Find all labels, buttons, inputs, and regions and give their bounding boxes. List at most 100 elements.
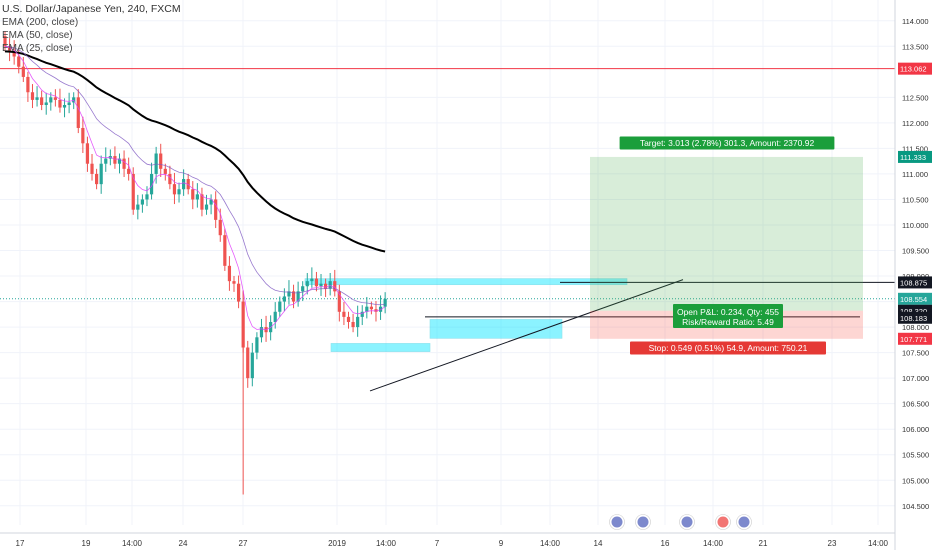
flag-icon-fill [637, 516, 649, 528]
candle [81, 127, 85, 144]
price-label: 107.771 [900, 335, 927, 344]
y-tick-label: 106.000 [902, 425, 929, 434]
candle [182, 179, 186, 190]
stop-label-text: Stop: 0.549 (0.51%) 54.9, Amount: 750.21 [649, 343, 808, 353]
price-label-bg [898, 276, 932, 289]
candle [218, 219, 222, 236]
candle [250, 352, 254, 379]
price-label: 108.875 [900, 278, 927, 287]
economic-events [609, 514, 752, 530]
ratio-text: Risk/Reward Ratio: 5.49 [682, 317, 774, 327]
candle [67, 102, 71, 106]
ema-50-label[interactable]: EMA (50, close) [2, 30, 73, 41]
y-tick-label: 105.000 [902, 476, 929, 485]
target-label-bg [619, 136, 835, 150]
x-tick-label: 14:00 [540, 539, 561, 548]
y-tick-label: 107.500 [902, 349, 929, 358]
candle [204, 204, 209, 210]
candle [356, 316, 360, 328]
y-tick-label: 104.500 [902, 502, 929, 511]
candle [365, 306, 369, 312]
support-resistance-zones [304, 278, 628, 352]
drawings [369, 279, 860, 392]
candle [378, 306, 383, 312]
support-zone-left [330, 343, 431, 352]
candle [291, 291, 296, 302]
candle [40, 97, 44, 106]
x-tick-label: 17 [16, 539, 25, 548]
y-tick-label: 112.000 [902, 119, 929, 128]
support-zone-right [429, 319, 563, 339]
ema-25-label[interactable]: EMA (25, close) [2, 43, 73, 54]
candle [26, 76, 30, 93]
candle [117, 158, 122, 164]
price-label-bg [898, 150, 932, 163]
position-tool[interactable]: Target: 3.013 (2.78%) 301.3, Amount: 237… [590, 136, 863, 355]
candle [104, 158, 108, 164]
candle [99, 163, 103, 185]
candle [342, 311, 346, 317]
y-tick-label: 106.500 [902, 400, 929, 409]
candle [44, 102, 48, 106]
candle [131, 173, 135, 210]
candle [58, 99, 62, 108]
y-tick-label: 113.500 [902, 42, 929, 51]
candle [30, 92, 35, 100]
candle [49, 97, 53, 103]
chart-title: U.S. Dollar/Japanese Yen, 240, FXCM [2, 3, 181, 15]
stop-label-bg [630, 341, 826, 355]
y-tick-label: 114.000 [902, 17, 929, 26]
y-tick-label: 107.000 [902, 374, 929, 383]
price-label: 108.320 [900, 307, 927, 316]
candle [200, 194, 204, 210]
candle [369, 306, 373, 310]
candle [113, 156, 117, 164]
ema-50-line [4, 45, 386, 306]
flag-icon-fill [611, 516, 623, 528]
x-tick-label: 2019 [328, 539, 346, 548]
y-tick-label: 111.500 [902, 144, 928, 153]
candle [140, 199, 144, 205]
ema-200-line [4, 50, 386, 253]
x-tick-label: 14:00 [868, 539, 889, 548]
price-label: 108.183 [900, 314, 927, 323]
x-tick-label: 19 [82, 539, 91, 548]
chart-legend: U.S. Dollar/Japanese Yen, 240, FXCM EMA … [2, 3, 181, 55]
ema-lines [4, 45, 386, 331]
x-tick-label: 21 [759, 539, 768, 548]
candle [191, 189, 195, 200]
ema-25-line [4, 45, 386, 331]
candle [273, 311, 277, 322]
candle [127, 168, 131, 174]
candle [232, 281, 236, 284]
candle [136, 204, 140, 210]
candle [328, 281, 332, 289]
candle [236, 283, 241, 302]
candle [310, 278, 314, 282]
candle [324, 283, 328, 289]
flag-icon-fill [681, 516, 693, 528]
price-label-bg [898, 62, 932, 75]
candle [314, 278, 319, 287]
horizontal-lines [0, 68, 895, 300]
x-tick-label: 24 [179, 539, 188, 548]
x-tick-label: 23 [828, 539, 837, 548]
candle [149, 173, 154, 195]
candle [246, 347, 250, 379]
price-label: 108.554 [900, 295, 927, 304]
candle [3, 36, 7, 47]
candle [214, 199, 218, 220]
ema-200-label[interactable]: EMA (200, close) [2, 17, 79, 28]
y-tick-label: 105.500 [902, 451, 929, 460]
candle [76, 97, 80, 128]
candle [7, 46, 12, 52]
price-label-bg [898, 311, 932, 324]
candle [333, 281, 337, 292]
x-tick-label: 14:00 [122, 539, 143, 548]
candle [346, 316, 351, 322]
price-label: 113.062 [900, 65, 927, 74]
ascending-trendline [369, 279, 684, 392]
